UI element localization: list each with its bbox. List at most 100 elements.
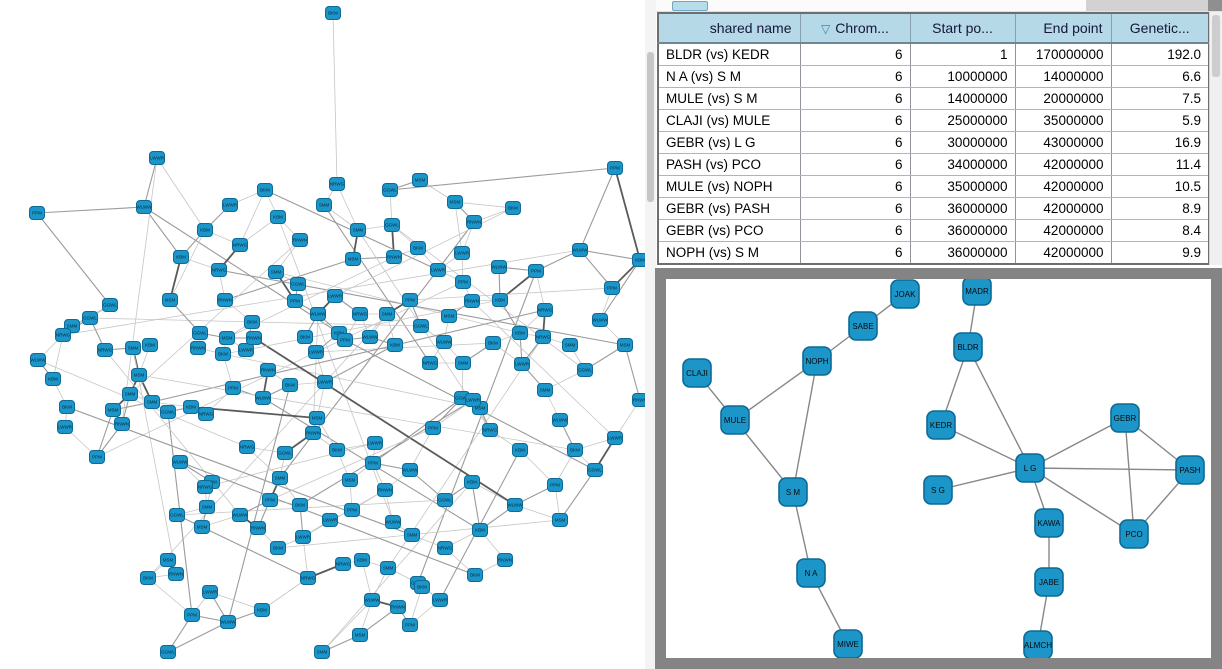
network-node[interactable]: PPM [455, 275, 471, 289]
network-node[interactable]: PPM [225, 381, 241, 395]
network-node[interactable]: KBM [512, 326, 528, 340]
table-cell[interactable]: 5.9 [1110, 109, 1210, 132]
network-node-KAWA[interactable]: KAWA [1034, 508, 1064, 538]
network-node[interactable]: SMM [350, 223, 366, 237]
table-cell[interactable]: 35000000 [1014, 109, 1112, 132]
network-node[interactable]: MSM [131, 368, 147, 382]
table-cell[interactable]: 14000000 [909, 87, 1016, 110]
network-node[interactable]: NRWG [329, 177, 345, 191]
small-network-canvas[interactable]: JOAK SABE NOPH CLAJI MULE S M N A MIWE MADR BLDR K… [666, 279, 1211, 658]
table-cell[interactable]: 43000000 [1014, 131, 1112, 154]
network-node[interactable]: RNWN [305, 426, 321, 440]
network-edge-L G-GEBR[interactable] [1029, 417, 1126, 469]
network-node[interactable]: BKM [244, 315, 260, 329]
network-node[interactable]: RNWN [217, 293, 233, 307]
network-node-S G[interactable]: S G [923, 475, 953, 505]
network-node[interactable]: PPM [402, 293, 418, 307]
network-node[interactable]: NRWG [55, 328, 71, 342]
network-node[interactable]: GGWL [160, 645, 176, 659]
network-node[interactable]: PPM [365, 456, 381, 470]
network-node[interactable]: PPM [604, 281, 620, 295]
network-edge-GEBR-PCO[interactable] [1124, 417, 1135, 535]
table-cell[interactable]: 9.9 [1110, 241, 1210, 265]
network-node[interactable]: GGWL [160, 405, 176, 419]
network-node-JOAK[interactable]: JOAK [890, 279, 920, 309]
network-node[interactable]: RNWN [386, 250, 402, 264]
network-node[interactable]: RNWN [466, 215, 482, 229]
network-node[interactable]: SMM [455, 356, 471, 370]
network-node[interactable]: SMM [125, 341, 141, 355]
network-node[interactable]: GGWL [277, 446, 293, 460]
network-node-JABE[interactable]: JABE [1034, 567, 1064, 597]
network-node[interactable]: WLWW [491, 260, 508, 274]
table-cell[interactable]: 20000000 [1014, 87, 1112, 110]
table-cell[interactable]: 6 [799, 197, 911, 220]
table-cell[interactable]: 35000000 [909, 175, 1016, 198]
column-header-shared-name[interactable]: shared name [657, 12, 801, 44]
network-node[interactable]: PPM [29, 206, 45, 220]
network-node[interactable]: GGWL [169, 508, 185, 522]
table-cell[interactable]: GEBR (vs) PASH [657, 197, 801, 220]
network-node[interactable]: BKM [505, 201, 521, 215]
network-node[interactable]: NRWG [535, 330, 551, 344]
network-node[interactable]: NRWG [482, 423, 498, 437]
network-node[interactable]: WLWW [172, 455, 189, 469]
network-node[interactable]: RNWN [464, 294, 480, 308]
table-cell[interactable]: 6 [799, 65, 911, 88]
table-cell[interactable]: 36000000 [909, 219, 1016, 242]
column-header-chromosome[interactable]: ▽ Chrom... [799, 12, 911, 44]
table-cell[interactable]: 42000000 [1014, 175, 1112, 198]
network-node[interactable]: LWWR [454, 246, 470, 260]
large-network-canvas[interactable]: BKMLWWRPPMWLWWKBMNRWGSMMGGWLMSMRNWNBKMLW… [0, 0, 645, 669]
network-node[interactable]: MSM [617, 338, 633, 352]
network-node[interactable]: KBM [45, 372, 61, 386]
table-row[interactable]: NOPH (vs) S M 6 36000000 42000000 9.9 [657, 241, 1210, 265]
network-node[interactable]: SMM [199, 500, 215, 514]
table-cell[interactable]: 36000000 [909, 197, 1016, 220]
network-node[interactable]: RNWN [377, 483, 393, 497]
network-node[interactable]: MSM [352, 628, 368, 642]
table-vertical-scrollbar[interactable] [1209, 12, 1222, 265]
table-cell[interactable]: 6 [799, 175, 911, 198]
network-node[interactable]: PPM [344, 503, 360, 517]
table-row[interactable]: MULE (vs) NOPH 6 35000000 42000000 10.5 [657, 175, 1210, 198]
network-node[interactable]: WLWW [232, 508, 249, 522]
network-node[interactable]: KBM [270, 210, 286, 224]
network-node[interactable]: PPM [607, 161, 623, 175]
network-node[interactable]: BKM [467, 568, 483, 582]
network-node-NOPH[interactable]: NOPH [802, 346, 832, 376]
network-node-PCO[interactable]: PCO [1119, 519, 1149, 549]
h-scrollbar-thumb[interactable] [672, 1, 708, 11]
network-node[interactable]: NRWG [97, 343, 113, 357]
network-node[interactable]: SMM [404, 528, 420, 542]
network-node[interactable]: KBM [183, 400, 199, 414]
table-cell[interactable]: 42000000 [1014, 219, 1112, 242]
network-node[interactable]: BKM [282, 378, 298, 392]
network-edge-S G-L G[interactable] [937, 467, 1031, 491]
table-cell[interactable]: 30000000 [909, 131, 1016, 154]
scrollbar-thumb[interactable] [647, 52, 654, 202]
network-node[interactable]: LWWR [149, 151, 165, 165]
network-node[interactable]: WLWW [436, 335, 453, 349]
network-node[interactable]: BKM [325, 6, 341, 20]
network-node[interactable]: PPM [184, 608, 200, 622]
network-node[interactable]: KBM [173, 250, 189, 264]
network-node[interactable]: GGWL [413, 319, 429, 333]
table-cell[interactable]: 192.0 [1110, 42, 1210, 66]
network-node[interactable]: SMM [316, 198, 332, 212]
network-node-MADR[interactable]: MADR [962, 279, 992, 306]
network-node[interactable]: MSM [219, 331, 235, 345]
network-node[interactable]: MSM [412, 173, 428, 187]
network-node-KEDR[interactable]: KEDR [926, 410, 956, 440]
table-cell[interactable]: 6 [799, 241, 911, 265]
table-cell[interactable]: MULE (vs) S M [657, 87, 801, 110]
table-cell[interactable]: 6 [799, 131, 911, 154]
network-node[interactable]: NRWG [198, 407, 214, 421]
network-node[interactable]: KBM [354, 553, 370, 567]
column-header-genetic[interactable]: Genetic... [1110, 12, 1210, 44]
large-network-scrollbar[interactable] [645, 0, 656, 669]
network-node[interactable]: BKM [270, 541, 286, 555]
network-node[interactable]: LWWR [238, 343, 254, 357]
network-edge-L G-PASH[interactable] [1029, 467, 1191, 471]
table-cell[interactable]: 7.5 [1110, 87, 1210, 110]
